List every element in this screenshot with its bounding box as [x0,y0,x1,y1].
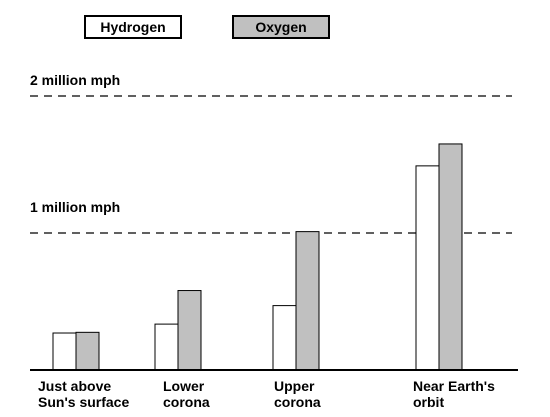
category-label-line: corona [163,394,210,410]
bar-oxygen-3 [438,143,463,371]
ref-label-2-million: 2 million mph [30,72,121,88]
bar-hydrogen-3 [415,165,440,371]
ref-label-1-million: 1 million mph [30,199,121,215]
legend-hydrogen: Hydrogen [84,15,182,39]
bar-hydrogen-1 [154,323,179,371]
category-label-just-above-surface: Just above Sun's surface [38,378,129,410]
category-label-line: Upper [274,378,315,394]
category-label-lower-corona: Lower corona [163,378,210,410]
bar-oxygen-0 [75,331,100,371]
category-label-line: orbit [413,394,445,410]
bar-hydrogen-0 [52,332,77,371]
legend-oxygen-label: Oxygen [255,19,307,35]
category-label-upper-corona: Upper corona [274,378,321,410]
legend-oxygen: Oxygen [232,15,330,39]
category-label-line: Near Earth's [413,378,495,394]
bar-oxygen-1 [177,290,202,371]
legend-hydrogen-label: Hydrogen [100,19,166,35]
category-label-line: Just above [38,378,112,394]
category-label-line: Lower [163,378,205,394]
bar-oxygen-2 [295,231,320,371]
category-label-line: corona [274,394,321,410]
category-label-line: Sun's surface [38,394,130,410]
bar-hydrogen-2 [272,305,297,371]
category-label-near-earth-orbit: Near Earth's orbit [413,378,495,410]
